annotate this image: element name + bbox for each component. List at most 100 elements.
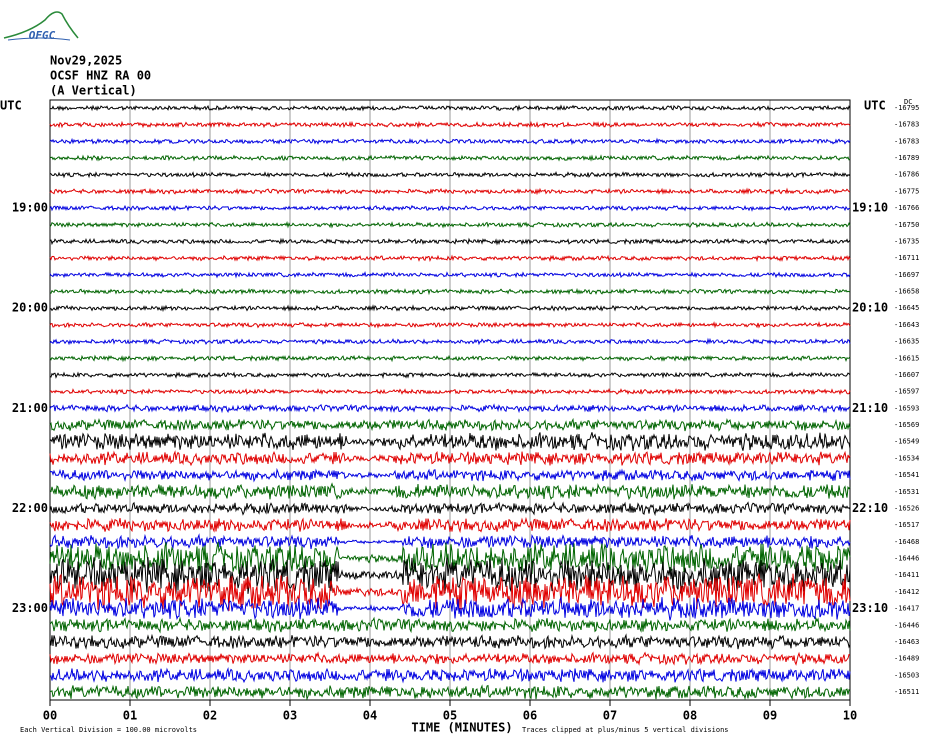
offset-label: -16417 (894, 605, 919, 613)
left-time-label: 20:00 (12, 301, 48, 315)
traces (49, 104, 851, 701)
trace (49, 321, 851, 329)
offset-label: -16786 (894, 171, 919, 179)
date: Nov29,2025 (50, 54, 122, 68)
trace (49, 254, 851, 263)
frame (49, 99, 851, 701)
x-tick-label: 01 (123, 709, 137, 723)
offset-label: -16549 (894, 438, 919, 446)
x-tick-label: 07 (603, 709, 617, 723)
logo-text: OFGC (29, 29, 56, 42)
trace (49, 533, 851, 550)
offset-label: -16607 (894, 371, 919, 379)
trace (49, 120, 851, 129)
offset-label: -16635 (894, 338, 919, 346)
x-axis-title: TIME (MINUTES) (411, 721, 512, 735)
left-axis-title: UTC (0, 99, 22, 113)
x-tick-label: 02 (203, 709, 217, 723)
offset-label: -16711 (894, 254, 919, 262)
offset-label: -16412 (894, 588, 919, 596)
offset-label: -16658 (894, 288, 919, 296)
x-tick-label: 09 (763, 709, 777, 723)
offset-label: -16795 (894, 104, 919, 112)
offset-label: -16446 (894, 621, 919, 629)
offset-label: -16645 (894, 304, 919, 312)
offset-label: -16531 (894, 488, 919, 496)
trace (49, 154, 851, 162)
trace (49, 467, 851, 483)
trace (49, 651, 851, 666)
trace (49, 104, 851, 112)
right-time-label: 20:10 (852, 301, 888, 315)
offset-label: -16735 (894, 237, 919, 245)
trace (49, 516, 851, 534)
x-tick-label: 04 (363, 709, 377, 723)
offset-label: -16468 (894, 538, 919, 546)
trace (49, 337, 851, 346)
offset-label: -16783 (894, 121, 919, 129)
left-time-label: 21:00 (12, 401, 48, 415)
x-tick-label: 08 (683, 709, 697, 723)
offset-label: -16597 (894, 388, 919, 396)
trace (49, 187, 851, 196)
trace (49, 271, 851, 279)
trace (49, 501, 851, 517)
trace (49, 287, 851, 296)
offset-label: -16446 (894, 555, 919, 563)
clip-note: Traces clipped at plus/minus 5 vertical … (522, 726, 729, 734)
logo: OFGC (3, 11, 79, 42)
offset-label: -16789 (894, 154, 919, 162)
trace (49, 237, 851, 246)
offset-label: -16489 (894, 655, 919, 663)
offset-label: -16766 (894, 204, 919, 212)
trace (49, 450, 851, 467)
offset-label: -16643 (894, 321, 919, 329)
left-time-label: 23:00 (12, 601, 48, 615)
x-tick-label: 00 (43, 709, 57, 723)
left-time-label: 22:00 (12, 501, 48, 515)
right-time-label: 19:10 (852, 201, 888, 215)
trace (49, 482, 851, 501)
trace (49, 403, 851, 414)
x-tick-label: 06 (523, 709, 537, 723)
component: (A Vertical) (50, 84, 137, 98)
right-axis-title: UTC (864, 99, 886, 113)
trace (49, 221, 851, 229)
x-tick-label: 05 (443, 709, 457, 723)
offset-label: -16503 (894, 671, 919, 679)
trace (49, 633, 851, 651)
trace (49, 204, 851, 212)
trace (49, 684, 851, 701)
trace (49, 417, 851, 432)
trace (49, 387, 851, 396)
offset-label: -16783 (894, 137, 919, 145)
trace (49, 371, 851, 379)
x-tick-label: 10 (843, 709, 857, 723)
right-time-label: 21:10 (852, 401, 888, 415)
offset-label: -16526 (894, 504, 919, 512)
trace (49, 137, 851, 146)
station: OCSF HNZ RA 00 (50, 69, 151, 83)
trace (49, 354, 851, 363)
trace (49, 304, 851, 313)
offset-label: -16541 (894, 471, 919, 479)
offset-label: -16615 (894, 354, 919, 362)
offset-label: -16511 (894, 688, 919, 696)
offset-label: -16569 (894, 421, 919, 429)
trace (49, 432, 851, 452)
offset-label: -16517 (894, 521, 919, 529)
trace (49, 595, 851, 621)
offset-label: -16593 (894, 404, 919, 412)
right-time-label: 22:10 (852, 501, 888, 515)
offset-label: -16463 (894, 638, 919, 646)
offset-title: DC (904, 98, 912, 106)
offset-label: -16775 (894, 187, 919, 195)
trace (49, 667, 851, 684)
offset-label: -16697 (894, 271, 919, 279)
offset-label: -16750 (894, 221, 919, 229)
trace (49, 171, 851, 179)
left-time-label: 19:00 (12, 201, 48, 215)
x-tick-label: 03 (283, 709, 297, 723)
right-time-label: 23:10 (852, 601, 888, 615)
